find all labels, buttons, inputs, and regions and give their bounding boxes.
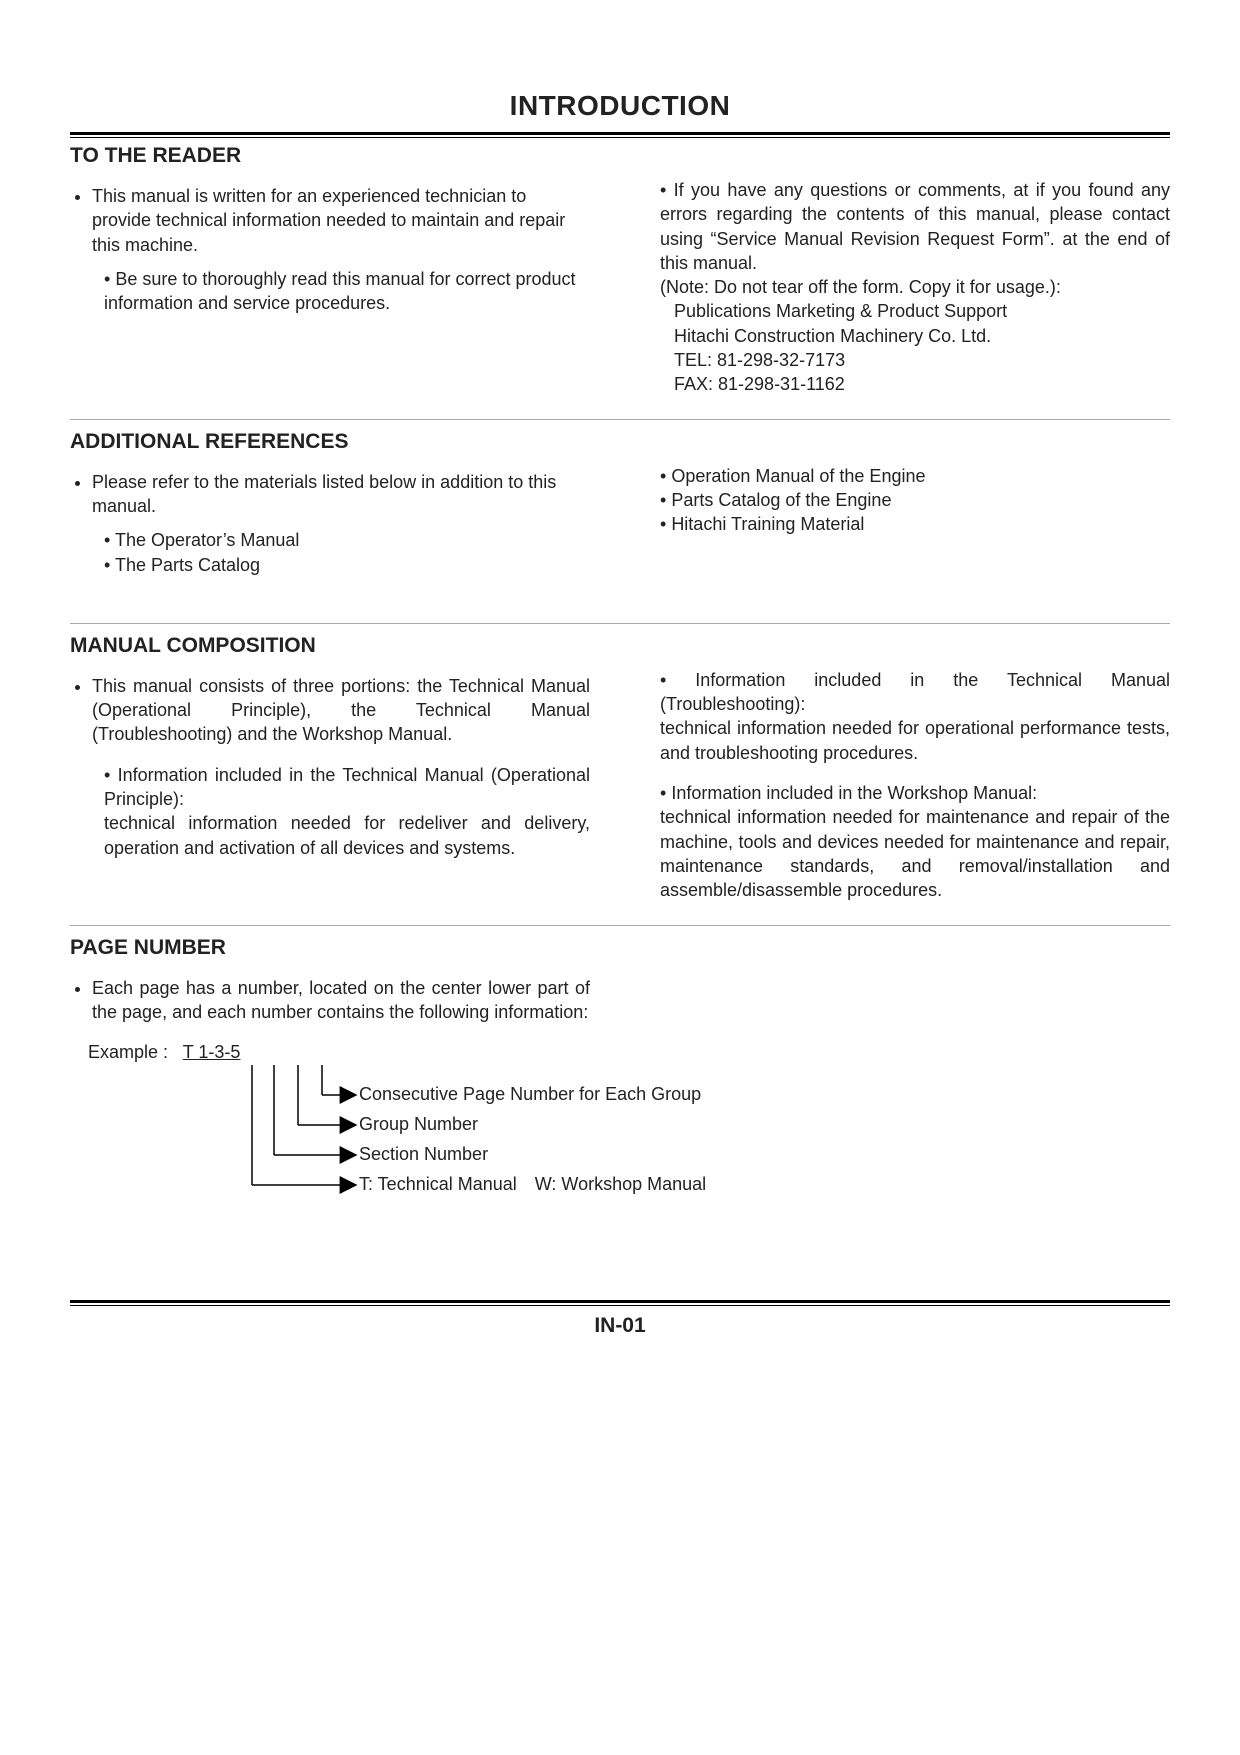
- diagram-label-3: T: Technical Manual W: Workshop Manual: [359, 1174, 706, 1195]
- to-reader-left: This manual is written for an experience…: [70, 178, 590, 397]
- page: INTRODUCTION TO THE READER This manual i…: [0, 0, 1240, 1388]
- to-reader-left-sub: Be sure to thoroughly read this manual f…: [104, 267, 590, 316]
- composition-right-a-body: technical information needed for operati…: [660, 718, 1170, 762]
- divider-1: [70, 419, 1170, 420]
- to-reader-left-main: This manual is written for an experience…: [92, 184, 590, 257]
- additional-right-item-0: Operation Manual of the Engine: [660, 464, 1170, 488]
- additional-left-main: Please refer to the materials listed bel…: [92, 470, 590, 519]
- heading-page-number: PAGE NUMBER: [70, 936, 1170, 960]
- composition-right-b-body: technical information needed for mainten…: [660, 807, 1170, 900]
- diagram-label-2: Section Number: [359, 1144, 488, 1165]
- example-code: T 1-3-5: [183, 1042, 241, 1062]
- example-prefix: Example :: [88, 1042, 168, 1062]
- additional-left-item-0: The Operator’s Manual: [104, 528, 590, 552]
- page-code: IN-01: [70, 1314, 1170, 1338]
- to-reader-right-note: (Note: Do not tear off the form. Copy it…: [660, 277, 1061, 297]
- contact-line-0: Publications Marketing & Product Support: [674, 299, 1170, 323]
- composition-columns: This manual consists of three portions: …: [70, 668, 1170, 903]
- composition-left-sub-body: technical information needed for redeliv…: [104, 813, 590, 857]
- diagram-label-0: Consecutive Page Number for Each Group: [359, 1084, 701, 1105]
- composition-left: This manual consists of three portions: …: [70, 668, 590, 903]
- page-number-right-empty: [650, 970, 1170, 1025]
- additional-left: Please refer to the materials listed bel…: [70, 464, 590, 577]
- composition-left-main: This manual consists of three portions: …: [92, 674, 590, 747]
- heading-additional: ADDITIONAL REFERENCES: [70, 430, 1170, 454]
- additional-right: Operation Manual of the Engine Parts Cat…: [650, 464, 1170, 577]
- heading-composition: MANUAL COMPOSITION: [70, 634, 1170, 658]
- heading-to-reader: TO THE READER: [70, 144, 1170, 168]
- to-reader-right-main: If you have any questions or comments, a…: [660, 180, 1170, 273]
- contact-line-1: Hitachi Construction Machinery Co. Ltd.: [674, 324, 1170, 348]
- title-rule: [70, 132, 1170, 138]
- example-block: Example : T 1-3-5 Consecutive Page Numbe…: [70, 1042, 1170, 1200]
- divider-3: [70, 925, 1170, 926]
- page-number-left: Each page has a number, located on the c…: [70, 970, 590, 1025]
- additional-columns: Please refer to the materials listed bel…: [70, 464, 1170, 577]
- contact-block: Publications Marketing & Product Support…: [660, 299, 1170, 396]
- diagram-label-1: Group Number: [359, 1114, 478, 1135]
- additional-left-item-1: The Parts Catalog: [104, 553, 590, 577]
- to-reader-columns: This manual is written for an experience…: [70, 178, 1170, 397]
- contact-line-2: TEL: 81-298-32-7173: [674, 348, 1170, 372]
- page-number-columns: Each page has a number, located on the c…: [70, 970, 1170, 1025]
- to-reader-right: If you have any questions or comments, a…: [650, 178, 1170, 397]
- composition-right-a-title: Information included in the Technical Ma…: [660, 670, 1170, 714]
- contact-line-3: FAX: 81-298-31-1162: [674, 372, 1170, 396]
- additional-right-item-2: Hitachi Training Material: [660, 512, 1170, 536]
- page-number-diagram: Consecutive Page Number for Each Group Gr…: [144, 1065, 1170, 1200]
- composition-left-sub-title: Information included in the Technical Ma…: [104, 765, 590, 809]
- additional-right-item-1: Parts Catalog of the Engine: [660, 488, 1170, 512]
- divider-2: [70, 623, 1170, 624]
- bracket-svg: [144, 1065, 364, 1200]
- composition-right: Information included in the Technical Ma…: [650, 668, 1170, 903]
- footer-rule: [70, 1300, 1170, 1306]
- page-number-intro: Each page has a number, located on the c…: [92, 976, 590, 1025]
- page-title: INTRODUCTION: [70, 90, 1170, 122]
- composition-right-b-title: Information included in the Workshop Man…: [671, 783, 1037, 803]
